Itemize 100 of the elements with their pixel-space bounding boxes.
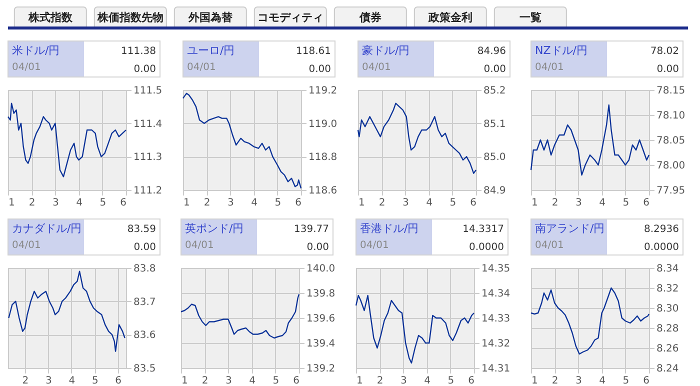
x-tick-label: 4 <box>76 198 82 208</box>
text: 0.00 <box>308 64 331 75</box>
chart-title: 南アランド/円 <box>535 222 605 235</box>
text: 一覧 <box>519 11 542 24</box>
y-tick-label: 14.35 <box>482 264 510 274</box>
y-tick-label: 85.2 <box>484 86 506 96</box>
y-tick-label: 8.34 <box>656 264 679 274</box>
y-tick-label: 8.26 <box>656 344 679 354</box>
x-tick-label: 1 <box>358 198 365 208</box>
x-tick-label: 4 <box>599 198 606 208</box>
chart-title: 豪ドル/円 <box>362 44 410 57</box>
text: 04/01 <box>12 240 41 251</box>
text: 04/01 <box>12 62 41 73</box>
chart-title: 米ドル/円 <box>12 44 60 57</box>
text: 84.96 <box>477 46 506 57</box>
y-tick-label: 111.2 <box>134 186 162 196</box>
x-tick-label: 3 <box>228 198 234 208</box>
y-tick-label: 78.00 <box>656 160 686 172</box>
y-tick-label: 78.10 <box>656 110 686 122</box>
y-tick-label: 14.33 <box>482 314 510 324</box>
text: 83.59 <box>127 224 156 235</box>
chart-title: NZドル/円 <box>535 44 588 57</box>
y-tick-label: 111.4 <box>134 118 162 130</box>
text: 04/01 <box>360 240 389 251</box>
x-tick-label: 1 <box>356 376 363 386</box>
x-tick-label: 4 <box>68 376 76 386</box>
x-tick-label: 4 <box>249 376 256 386</box>
y-tick-label: 77.95 <box>656 186 686 196</box>
x-tick-label: 6 <box>295 198 302 208</box>
text: 78.02 <box>650 46 679 57</box>
y-tick-label: 139.4 <box>306 338 336 350</box>
x-tick-label: 2 <box>22 376 29 386</box>
x-tick-label: 2 <box>552 376 558 386</box>
text: 株価指数先物 <box>96 11 164 24</box>
x-tick-label: 1 <box>532 376 538 386</box>
x-tick-label: 2 <box>202 376 208 386</box>
x-tick-label: 5 <box>274 198 282 208</box>
text: 0.0000 <box>469 242 504 253</box>
chart-title: カナダドル/円 <box>12 222 82 235</box>
x-tick-label: 6 <box>293 376 300 386</box>
x-tick-label: 5 <box>448 376 454 386</box>
x-tick-label: 5 <box>272 376 280 386</box>
x-tick-label: 6 <box>468 376 474 386</box>
x-tick-label: 2 <box>204 198 210 208</box>
text: 111.38 <box>121 46 156 57</box>
x-tick-label: 4 <box>426 198 432 208</box>
x-tick-label: 3 <box>400 376 407 386</box>
text: 外国為替 <box>187 11 234 24</box>
chart-title: ユーロ/円 <box>187 44 235 57</box>
x-tick-label: 5 <box>92 376 98 386</box>
text: 株式指数 <box>27 11 74 24</box>
y-tick-label: 14.34 <box>482 288 510 300</box>
y-tick-label: 8.30 <box>656 304 679 314</box>
y-tick-label: 78.15 <box>656 86 686 96</box>
text: 04/01 <box>187 62 216 73</box>
text: 0.00 <box>134 242 156 253</box>
x-tick-label: 3 <box>46 376 52 386</box>
x-tick-label: 6 <box>643 376 650 386</box>
y-tick-label: 14.32 <box>482 338 510 350</box>
y-tick-label: 118.8 <box>308 152 338 164</box>
text: コモディティ <box>257 11 324 24</box>
y-tick-label: 8.28 <box>656 324 679 334</box>
x-tick-label: 4 <box>424 376 430 386</box>
text: 0.00 <box>134 64 156 75</box>
text: 04/01 <box>535 240 564 251</box>
y-tick-label: 139.8 <box>306 288 336 300</box>
x-tick-label: 2 <box>552 198 558 208</box>
y-tick-label: 78.05 <box>656 136 686 146</box>
text: 0.00 <box>484 64 506 75</box>
x-tick-label: 6 <box>120 198 126 208</box>
x-tick-label: 2 <box>28 198 36 208</box>
text: 04/01 <box>362 62 391 73</box>
x-tick-label: 1 <box>8 198 15 208</box>
chart-title: 香港ドル/円 <box>360 222 419 235</box>
text: 0.00 <box>306 242 329 253</box>
x-tick-label: 4 <box>599 376 606 386</box>
x-tick-label: 3 <box>226 376 232 386</box>
x-tick-label: 5 <box>450 198 456 208</box>
y-tick-label: 140.0 <box>306 264 336 274</box>
y-tick-label: 83.6 <box>134 330 156 342</box>
x-tick-label: 5 <box>622 198 630 208</box>
y-tick-label: 85.1 <box>484 118 506 130</box>
chart-title: 英ポンド/円 <box>185 222 244 235</box>
x-tick-label: 1 <box>182 376 188 386</box>
y-tick-label: 119.2 <box>308 86 338 96</box>
x-tick-label: 6 <box>643 198 650 208</box>
y-tick-label: 83.5 <box>134 364 156 374</box>
x-tick-label: 1 <box>184 198 190 208</box>
x-tick-label: 6 <box>115 376 122 386</box>
text: 04/01 <box>535 62 564 73</box>
x-tick-label: 3 <box>576 198 582 208</box>
y-tick-label: 8.32 <box>656 284 679 294</box>
x-tick-label: 3 <box>576 376 582 386</box>
text: 0.0000 <box>644 242 679 253</box>
y-tick-label: 83.8 <box>134 264 156 274</box>
y-tick-label: 139.2 <box>306 364 336 374</box>
x-tick-label: 5 <box>100 198 106 208</box>
x-tick-label: 1 <box>532 198 538 208</box>
y-tick-label: 8.24 <box>656 364 679 374</box>
text: 政策金利 <box>427 11 472 24</box>
